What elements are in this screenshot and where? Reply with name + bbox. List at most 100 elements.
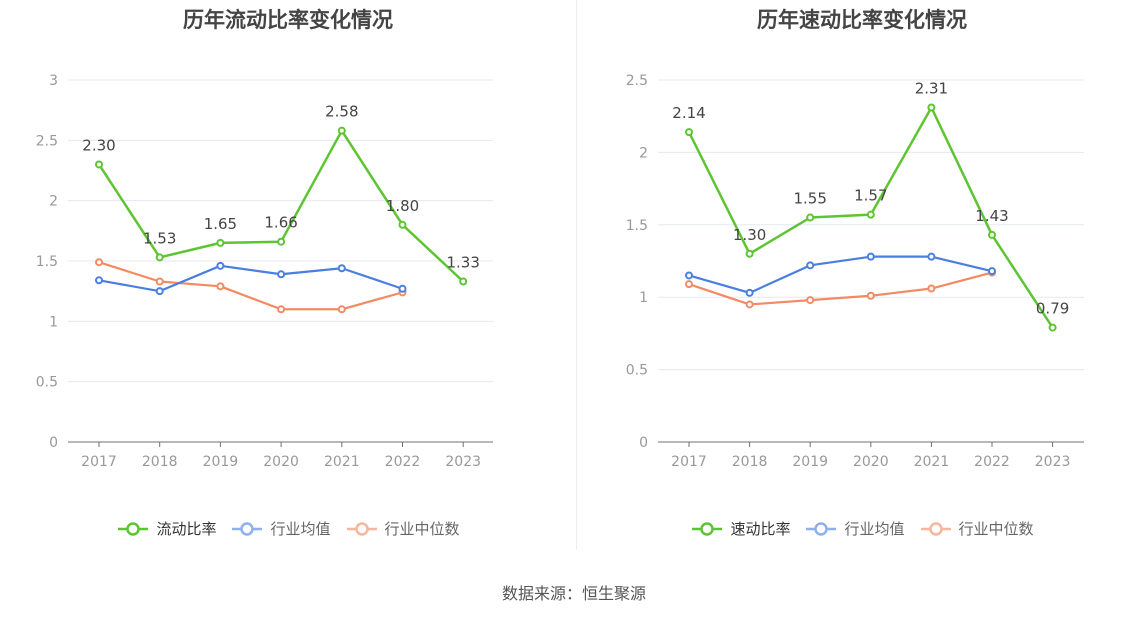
data-label: 1.80 [386, 197, 419, 215]
main-series-point [277, 237, 286, 246]
legend-item-industry-mean[interactable]: 行业均值 [804, 518, 905, 539]
chart-legend: 流动比率 行业均值 行业中位数 [0, 518, 576, 539]
industry-median-series-point [806, 296, 815, 305]
legend-item-current-ratio[interactable]: 流动比率 [116, 518, 216, 539]
data-label: 1.66 [264, 214, 297, 232]
panel-divider [576, 0, 577, 550]
main-series-point [398, 220, 407, 229]
x-tick-label: 2021 [324, 454, 360, 470]
x-tick-label: 2022 [385, 454, 421, 470]
chart-title: 历年速动比率变化情况 [757, 8, 967, 32]
data-label: 2.31 [915, 80, 948, 98]
legend-line-icon [118, 521, 149, 536]
quick-ratio-plot: 0 0.5 1 1.5 2 2.5 2017 2018 2019 2020 2021 2022 2023… [626, 73, 1084, 470]
main-series-point [1048, 323, 1057, 332]
legend-line-icon [692, 521, 723, 536]
y-tick-label: 2.5 [36, 133, 58, 149]
industry-mean-series-point [806, 261, 815, 270]
data-label: 0.79 [1036, 300, 1069, 318]
legend-item-industry-median[interactable]: 行业中位数 [345, 518, 460, 539]
main-series-point [216, 238, 225, 247]
y-tick-label: 1.5 [626, 218, 648, 234]
data-label: 2.14 [672, 104, 705, 122]
source-note: 数据来源：恒生聚源 [501, 584, 646, 603]
data-label: 2.30 [82, 136, 115, 154]
y-tick-label: 0 [49, 435, 58, 451]
legend-line-icon [806, 521, 837, 536]
data-label: 1.55 [793, 190, 826, 208]
x-tick-label: 2020 [263, 454, 299, 470]
x-tick-label: 2017 [671, 454, 707, 470]
industry-mean-series-point [337, 264, 346, 273]
legend-line-icon [232, 521, 263, 536]
y-tick-label: 1.5 [36, 254, 58, 270]
main-series-point [95, 160, 103, 169]
y-tick-label: 2 [49, 194, 58, 210]
x-tick-label: 2023 [1035, 454, 1071, 470]
legend-line-icon [346, 521, 377, 536]
industry-median-series-point [337, 305, 346, 314]
industry-median-series-point [685, 280, 693, 289]
quick-ratio-chart-panel: 历年速动比率变化情况 0 0.5 1 1.5 2 2.5 2017 2018 2019 2020 2… [576, 0, 1148, 560]
legend-label: 行业均值 [270, 520, 331, 538]
industry-mean-series-point [745, 288, 754, 297]
data-label: 1.30 [733, 226, 766, 244]
industry-mean-series-point [988, 267, 996, 276]
y-tick-label: 0.5 [36, 375, 58, 391]
legend-item-quick-ratio[interactable]: 速动比率 [690, 518, 790, 539]
main-series-point [685, 128, 693, 137]
main-series-point [155, 253, 164, 262]
main-series-point [459, 277, 468, 286]
main-series-point [988, 230, 996, 239]
industry-median-series-point [927, 284, 936, 293]
industry-mean-series-point [95, 276, 103, 285]
x-tick-label: 2023 [445, 454, 481, 470]
current-ratio-plot: 0 0.5 1 1.5 2 2.5 3 2017 2018 2019 2020 2021 2022 202… [36, 73, 493, 470]
data-label: 1.65 [204, 215, 237, 233]
main-series-point [927, 103, 936, 112]
chart-title: 历年流动比率变化情况 [183, 8, 393, 32]
x-tick-label: 2017 [81, 454, 117, 470]
legend-item-industry-mean[interactable]: 行业均值 [230, 518, 331, 539]
industry-mean-series-point [685, 271, 693, 280]
industry-median-series-line [688, 271, 993, 306]
y-tick-label: 0.5 [626, 363, 648, 379]
legend-label: 行业中位数 [384, 520, 460, 538]
industry-median-series-point [866, 291, 875, 300]
legend-item-industry-median[interactable]: 行业中位数 [919, 518, 1034, 539]
main-series-point [745, 249, 754, 258]
industry-mean-series-line [688, 255, 993, 294]
x-tick-label: 2020 [853, 454, 889, 470]
y-tick-label: 3 [49, 73, 58, 89]
x-tick-label: 2022 [974, 454, 1010, 470]
industry-mean-series-point [398, 284, 407, 293]
data-label: 2.58 [325, 103, 358, 121]
x-tick-label: 2019 [792, 454, 828, 470]
legend-label: 行业中位数 [958, 520, 1034, 538]
legend-label: 速动比率 [730, 520, 791, 538]
x-tick-label: 2021 [914, 454, 950, 470]
industry-median-series-point [277, 305, 286, 314]
industry-median-series-point [95, 258, 103, 267]
y-tick-label: 1 [49, 314, 58, 330]
y-tick-label: 2.5 [626, 73, 648, 89]
legend-label: 行业均值 [844, 520, 905, 538]
industry-mean-series-point [866, 252, 875, 261]
industry-mean-series-point [155, 287, 164, 296]
data-label: 1.43 [975, 207, 1008, 225]
data-label: 1.53 [143, 229, 176, 247]
industry-mean-series-point [216, 261, 225, 270]
main-series-point [337, 126, 346, 135]
y-tick-label: 0 [639, 435, 648, 451]
legend-line-icon [920, 521, 951, 536]
industry-mean-series-point [277, 270, 286, 279]
x-tick-label: 2018 [732, 454, 768, 470]
x-tick-label: 2019 [203, 454, 239, 470]
y-tick-label: 1 [639, 290, 648, 306]
industry-median-series-point [745, 300, 754, 309]
industry-median-series-point [216, 282, 225, 291]
legend-label: 流动比率 [156, 520, 217, 538]
data-label: 1.33 [446, 254, 479, 272]
main-series-point [866, 210, 875, 219]
current-ratio-chart-panel: 历年流动比率变化情况 0 0.5 1 1.5 2 2.5 3 2017 2018 2019 2020… [0, 0, 576, 560]
